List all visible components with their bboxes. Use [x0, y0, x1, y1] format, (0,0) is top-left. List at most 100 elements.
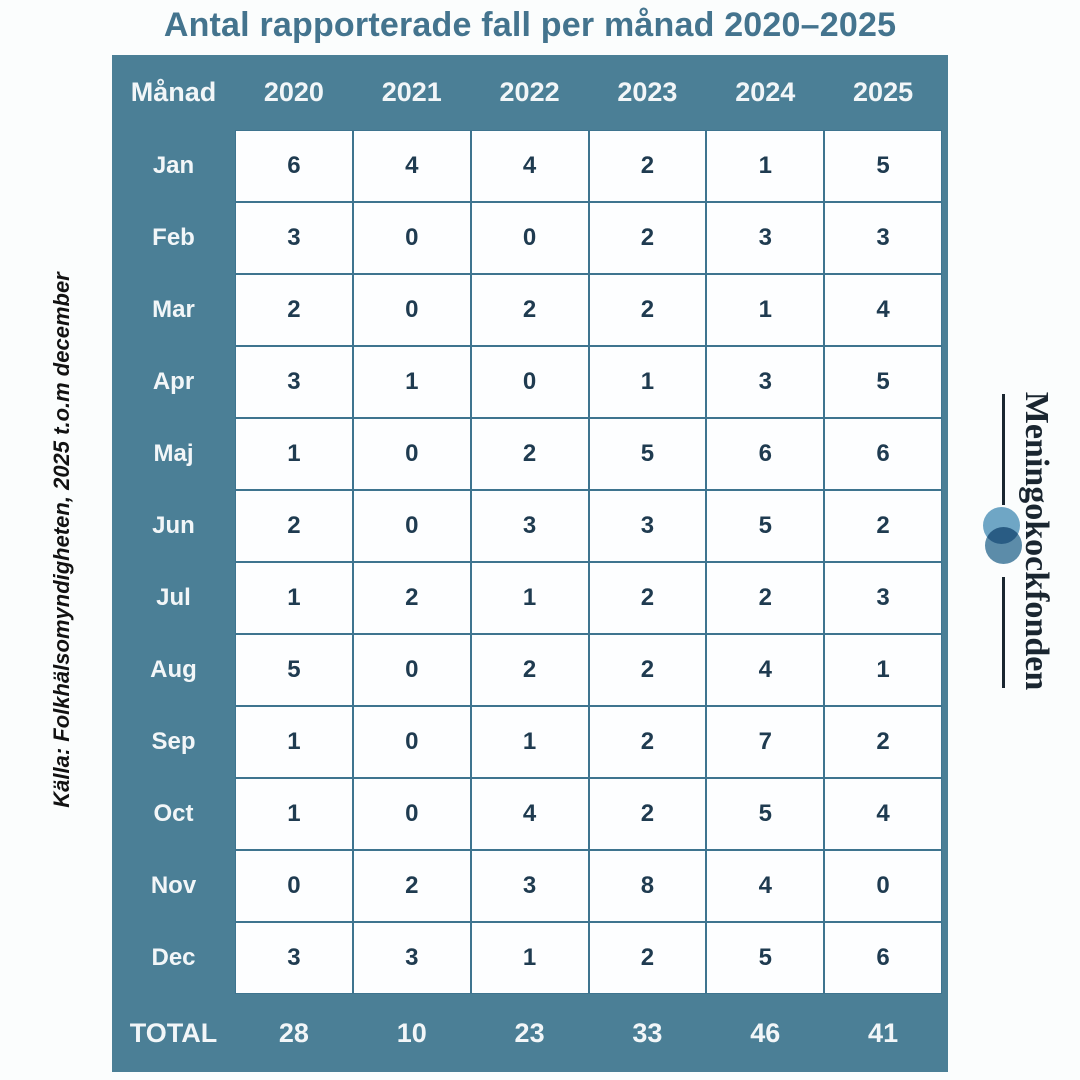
row-label-month: Apr [152, 368, 195, 395]
value-cell: 1 [470, 562, 589, 634]
value-cell: 1 [470, 706, 589, 778]
logo-wordmark: Meningokockfonden [1018, 391, 1055, 691]
logo-dot-dark-icon [985, 527, 1022, 564]
value-cell: 2 [352, 562, 471, 634]
row-label-month: Jun [152, 512, 195, 539]
value-cell: 1 [706, 130, 825, 202]
column-header-year: 2022 [499, 77, 560, 107]
value-cell: 5 [706, 922, 825, 994]
row-label-month: Feb [152, 224, 195, 251]
value-cell: 1 [235, 562, 353, 634]
total-value: 10 [396, 1017, 427, 1048]
value-cell: 3 [588, 490, 707, 562]
value-cell: 3 [470, 850, 589, 922]
value-cell: 1 [235, 418, 353, 490]
column-header-year: 2025 [853, 77, 914, 107]
value-cell: 2 [588, 922, 707, 994]
value-cell: 4 [470, 130, 589, 202]
value-cell: 5 [235, 634, 353, 706]
value-cell: 4 [824, 274, 942, 346]
total-row-label: TOTAL [129, 1017, 218, 1048]
value-cell: 2 [824, 490, 942, 562]
total-value: 46 [750, 1017, 781, 1048]
value-cell: 1 [235, 778, 353, 850]
value-cell: 0 [352, 706, 471, 778]
value-cell: 0 [352, 418, 471, 490]
value-cell: 2 [588, 634, 707, 706]
value-cell: 2 [470, 418, 589, 490]
value-cell: 2 [235, 274, 353, 346]
column-header-month: Månad [130, 77, 217, 107]
cases-table-grid: Månad 2020 2021 2022 2023 2024 2025 Jan 6 4 4 2 1 5 Fe… [112, 55, 942, 1072]
value-cell: 3 [824, 202, 942, 274]
value-cell: 1 [352, 346, 471, 418]
value-cell: 3 [235, 922, 353, 994]
value-cell: 1 [470, 922, 589, 994]
total-value: 28 [278, 1017, 309, 1048]
value-cell: 2 [588, 202, 707, 274]
value-cell: 5 [706, 490, 825, 562]
row-label-month: Oct [153, 800, 194, 827]
source-note: Källa: Folkhälsomyndigheten, 2025 t.o.m … [49, 272, 74, 808]
value-cell: 5 [588, 418, 707, 490]
value-cell: 2 [470, 274, 589, 346]
value-cell: 5 [824, 130, 942, 202]
total-value: 33 [632, 1017, 663, 1048]
value-cell: 3 [235, 346, 353, 418]
value-cell: 6 [824, 418, 942, 490]
row-label-month: Jul [156, 584, 191, 611]
value-cell: 0 [352, 778, 471, 850]
value-cell: 0 [352, 274, 471, 346]
value-cell: 1 [824, 634, 942, 706]
column-header-year: 2021 [381, 77, 442, 107]
value-cell: 1 [706, 274, 825, 346]
value-cell: 3 [706, 202, 825, 274]
value-cell: 6 [824, 922, 942, 994]
value-cell: 0 [352, 490, 471, 562]
value-cell: 8 [588, 850, 707, 922]
value-cell: 2 [588, 274, 707, 346]
value-cell: 4 [470, 778, 589, 850]
cases-table: Månad 2020 2021 2022 2023 2024 2025 Jan 6 4 4 2 1 5 Fe… [112, 55, 948, 1072]
column-header-year: 2020 [263, 77, 324, 107]
column-header-year: 2023 [617, 77, 678, 107]
value-cell: 4 [706, 850, 825, 922]
value-cell: 3 [470, 490, 589, 562]
value-cell: 6 [706, 418, 825, 490]
row-label-month: Nov [150, 872, 197, 899]
value-cell: 3 [235, 202, 353, 274]
value-cell: 0 [235, 850, 353, 922]
value-cell: 1 [588, 346, 707, 418]
value-cell: 2 [352, 850, 471, 922]
value-cell: 2 [706, 562, 825, 634]
total-value: 41 [868, 1017, 899, 1048]
value-cell: 2 [235, 490, 353, 562]
value-cell: 4 [824, 778, 942, 850]
value-cell: 5 [706, 778, 825, 850]
value-cell: 2 [588, 130, 707, 202]
value-cell: 0 [470, 202, 589, 274]
value-cell: 2 [470, 634, 589, 706]
row-label-month: Mar [152, 296, 195, 323]
value-cell: 2 [588, 778, 707, 850]
value-cell: 2 [824, 706, 942, 778]
value-cell: 4 [706, 634, 825, 706]
value-cell: 3 [824, 562, 942, 634]
row-label-month: Sep [151, 728, 196, 755]
value-cell: 3 [706, 346, 825, 418]
value-cell: 0 [470, 346, 589, 418]
value-cell: 3 [352, 922, 471, 994]
total-value: 23 [514, 1017, 545, 1048]
logo-rule-bottom-icon [1002, 577, 1005, 688]
logo-rule-top-icon [1002, 394, 1005, 505]
column-header-year: 2024 [735, 77, 796, 107]
value-cell: 7 [706, 706, 825, 778]
row-label-month: Aug [150, 656, 197, 683]
value-cell: 5 [824, 346, 942, 418]
value-cell: 4 [352, 130, 471, 202]
value-cell: 6 [235, 130, 353, 202]
value-cell: 0 [824, 850, 942, 922]
row-label-month: Maj [153, 440, 194, 467]
page-title: Antal rapporterade fall per månad 2020–2… [163, 6, 897, 44]
